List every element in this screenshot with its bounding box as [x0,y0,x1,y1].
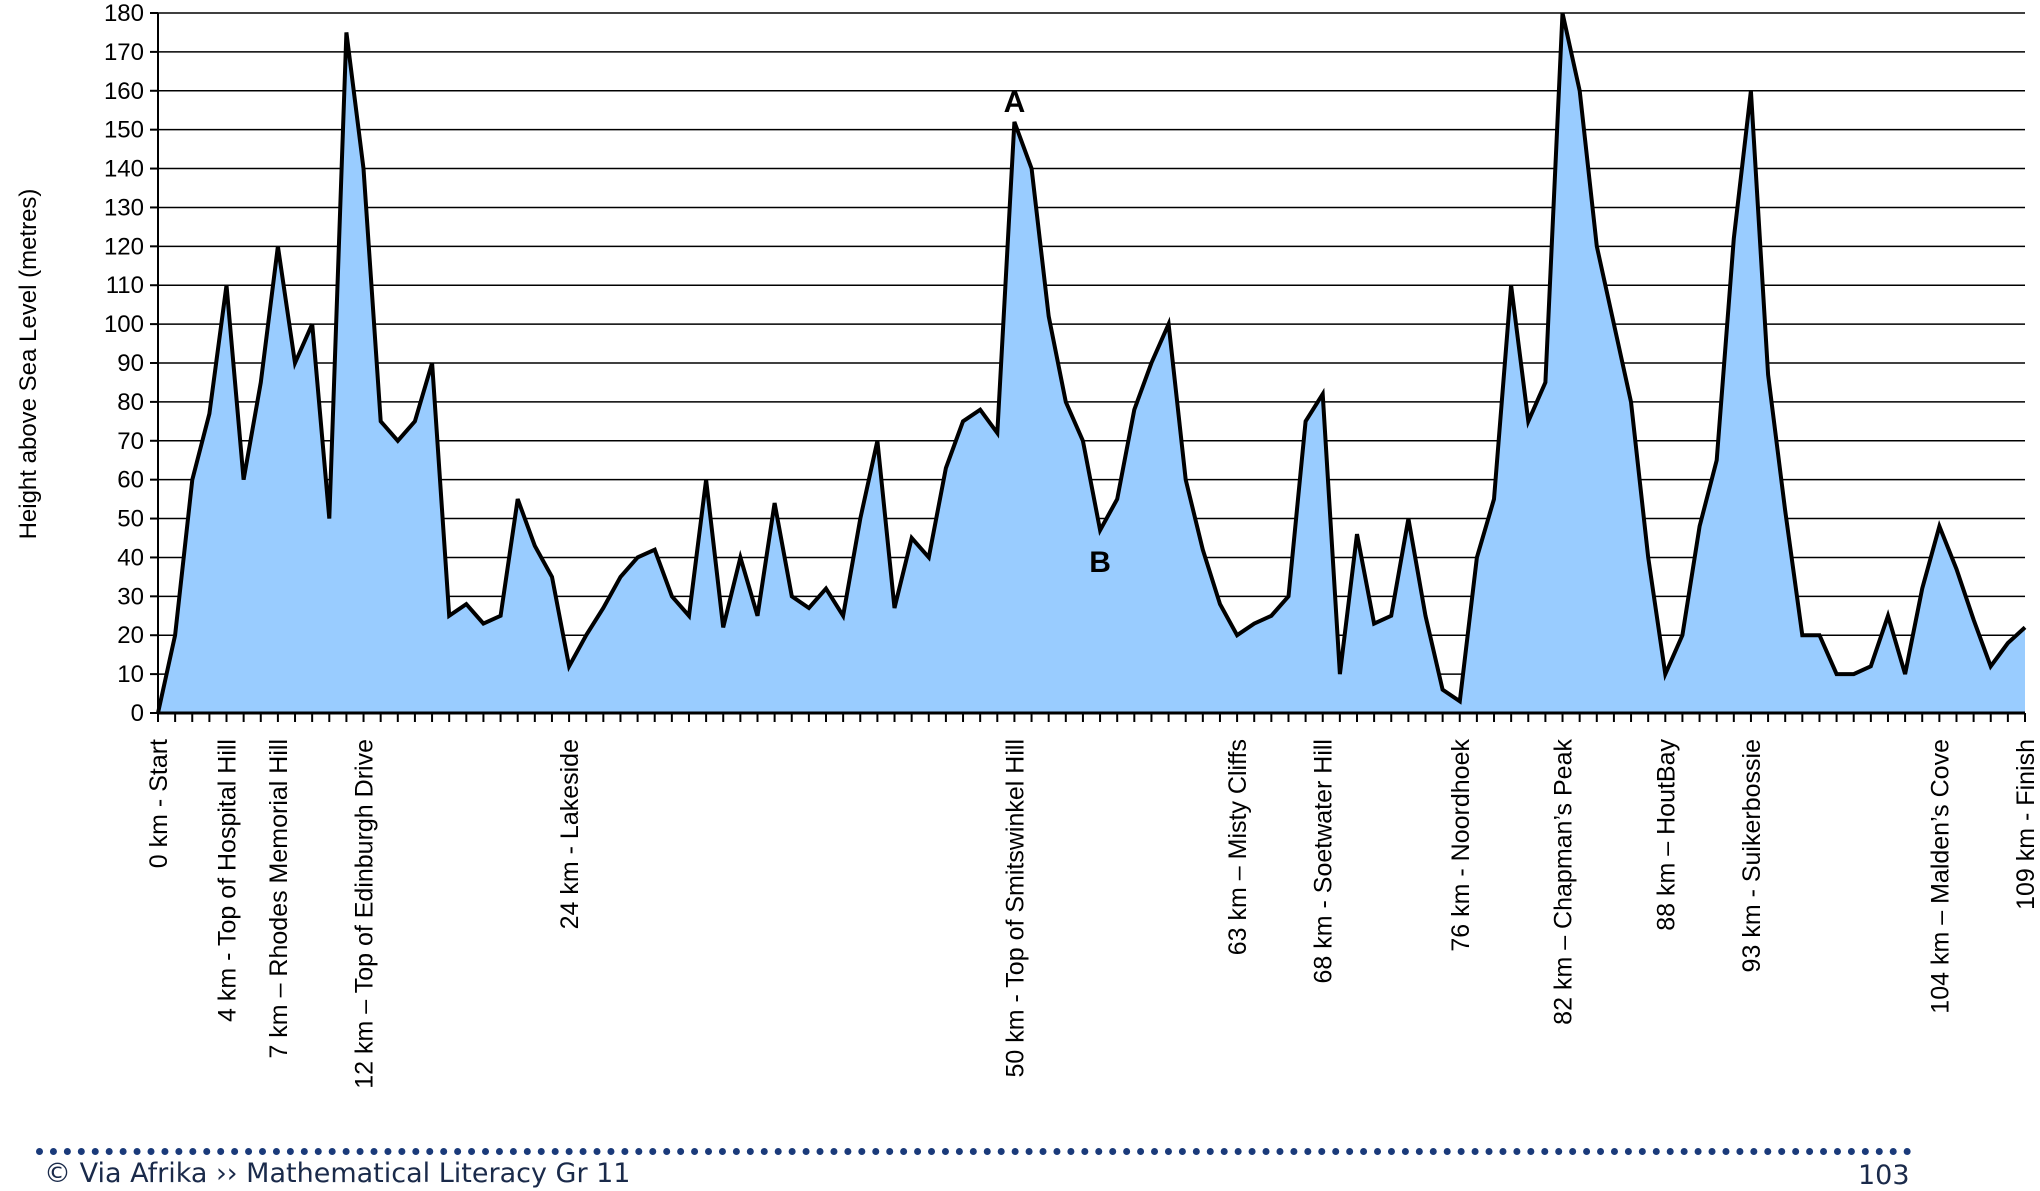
x-tick-label-11: 93 km - Suikerbossie [1738,739,1766,972]
y-tick-label-80: 80 [117,389,144,416]
y-tick-label-150: 150 [104,117,144,144]
y-tick-label-120: 120 [104,233,144,260]
y-axis-label: Height above Sea Level (metres) [15,189,42,540]
annotation-A: A [1004,86,1026,119]
x-tick-label-5: 50 km - Top of Smitswinkel Hill [1001,739,1029,1078]
y-tick-label-100: 100 [104,311,144,338]
y-tick-label-130: 130 [104,194,144,221]
elevation-line [156,12,2027,714]
y-tick-label-160: 160 [104,78,144,105]
x-tick-label-3: 12 km – Top of Edinburgh Drive [351,739,379,1089]
footer-credit: © Via Afrika ›› Mathematical Literacy Gr… [44,1158,631,1189]
y-tick-label-50: 50 [117,506,144,533]
axes [150,12,2026,722]
y-tick-label-140: 140 [104,156,144,183]
annotations: AB [1004,86,1111,579]
y-tick-label-70: 70 [117,428,144,455]
y-tick-label-20: 20 [117,622,144,649]
x-tick-label-10: 88 km – HoutBay [1652,739,1680,931]
annotation-B: B [1089,546,1111,579]
gridlines [158,12,2025,714]
x-tick-label-4: 24 km - Lakeside [556,739,584,929]
x-tick-label-0: 0 km - Start [145,739,173,868]
y-tick-label-0: 0 [131,700,144,727]
y-tick-label-60: 60 [117,467,144,494]
y-tick-label-180: 180 [104,0,144,27]
x-tick-label-7: 68 km - Soetwater Hill [1310,739,1338,984]
y-tick-label-170: 170 [104,39,144,66]
page-number: 103 [1858,1160,1910,1191]
x-tick-label-8: 76 km - Noordhoek [1447,739,1475,952]
x-tick-label-9: 82 km – Chapman’s Peak [1550,739,1578,1025]
x-tick-label-12: 104 km – Malden’s Cove [1926,739,1954,1014]
x-tick-label-6: 63 km – Misty Cliffs [1224,739,1252,955]
x-tick-labels: 0 km - Start 4 km - Top of Hospital Hill 7… [145,739,2040,1089]
y-tick-label-90: 90 [117,350,144,377]
y-tick-label-30: 30 [117,583,144,610]
y-tick-label-110: 110 [106,272,144,299]
x-tick-label-1: 4 km - Top of Hospital Hill [214,739,242,1022]
x-tick-label-13: 109 km - Finish [2012,739,2040,910]
elevation-area [158,13,2025,713]
x-tick-label-2: 7 km – Rhodes Memorial Hill [265,739,293,1059]
y-tick-label-10: 10 [117,661,144,688]
y-tick-label-40: 40 [117,544,144,571]
footer-divider [36,1148,1912,1155]
y-tick-labels: 0 10 20 30 40 50 60 70 80 90 100 110 120 130 140 150 160… [104,0,144,727]
